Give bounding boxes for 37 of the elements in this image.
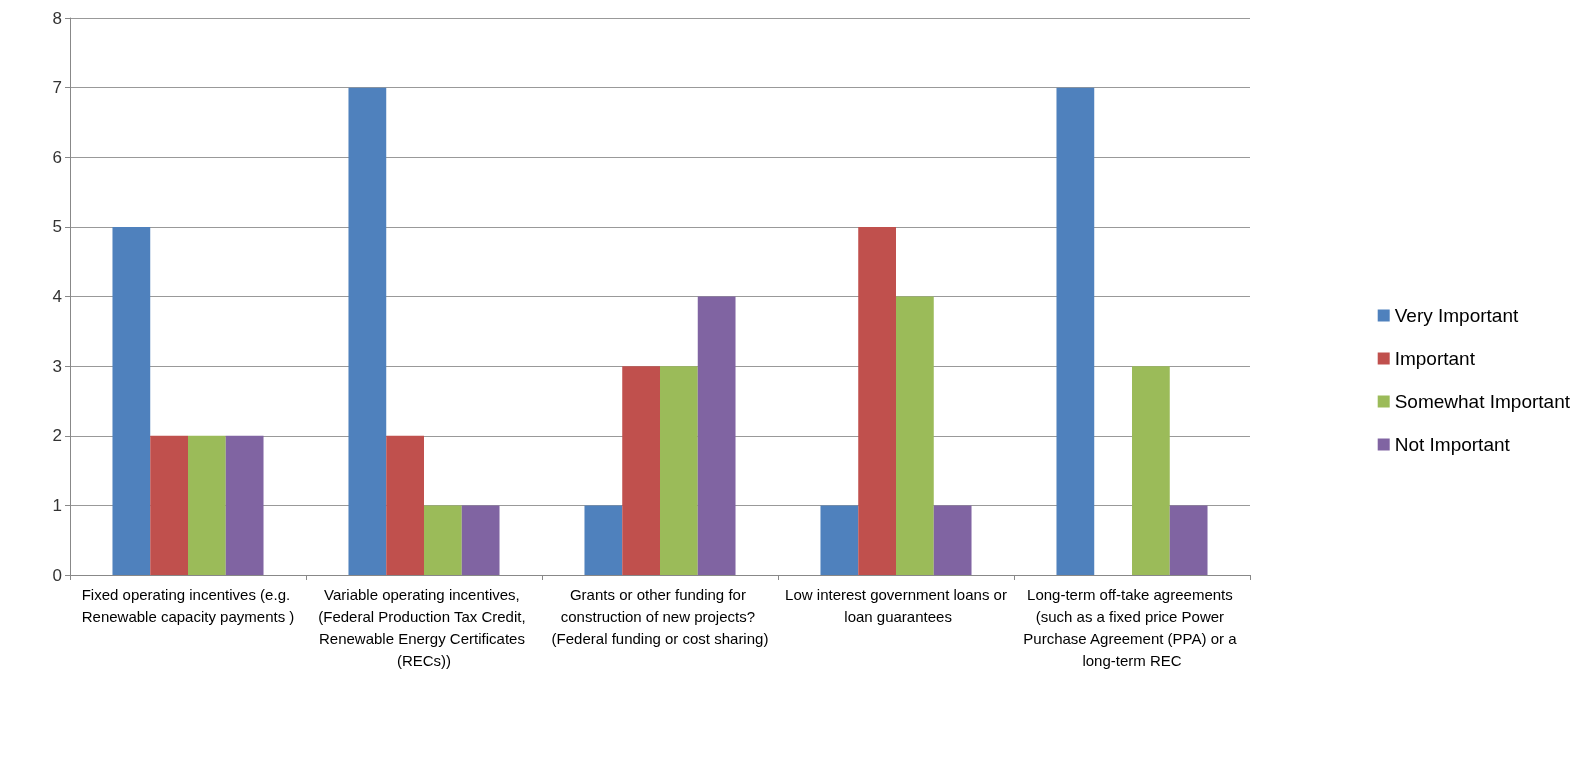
bar bbox=[660, 366, 698, 575]
x-tick-label: Fixed operating incentives (e.g. Renewable capacity payments ) bbox=[81, 585, 295, 625]
y-tick-label: 7 bbox=[52, 78, 62, 98]
y-tick-label: 2 bbox=[52, 426, 62, 446]
bar bbox=[188, 435, 226, 575]
bar bbox=[820, 505, 859, 575]
bar bbox=[150, 435, 188, 575]
bar bbox=[348, 87, 387, 575]
y-tick-label: 1 bbox=[52, 495, 62, 515]
legend-label: Important bbox=[1394, 348, 1476, 369]
x-tick-label: Grants or other funding for construction of new projects? (Federal funding or cost sharing) bbox=[551, 585, 769, 647]
bar bbox=[697, 296, 736, 575]
legend-label: Somewhat Important bbox=[1394, 391, 1571, 412]
bar bbox=[1056, 87, 1095, 575]
x-tick-label: Variable operating incentives, (Federal Production Tax Credit, Renewable Energy Certificates (RECs)) bbox=[318, 585, 530, 669]
y-tick-label: 6 bbox=[52, 147, 62, 167]
bar bbox=[933, 505, 972, 575]
y-tick-label: 4 bbox=[52, 287, 62, 306]
y-tick-label: 8 bbox=[52, 8, 62, 28]
bar bbox=[896, 296, 934, 575]
y-tick-label: 3 bbox=[52, 356, 62, 376]
bar bbox=[584, 505, 623, 575]
bar bbox=[225, 435, 264, 575]
legend-label: Very Important bbox=[1394, 305, 1519, 326]
bar bbox=[622, 366, 660, 575]
x-tick-label: Low interest government loans or loan guarantees bbox=[785, 585, 1007, 625]
legend-label: Not Important bbox=[1394, 434, 1511, 455]
bar bbox=[858, 226, 896, 575]
bar bbox=[461, 505, 500, 575]
bar bbox=[424, 505, 462, 575]
bar bbox=[1132, 366, 1170, 575]
y-tick-label: 0 bbox=[52, 565, 62, 585]
bar bbox=[386, 435, 424, 575]
bar bbox=[112, 226, 151, 575]
y-tick-label: 5 bbox=[52, 217, 62, 237]
x-tick-label: Long-term off-take agreements (such as a fixed price Power Purchase Agreement (PPA) or a long-term REC bbox=[1023, 585, 1241, 669]
bar bbox=[1169, 505, 1208, 575]
